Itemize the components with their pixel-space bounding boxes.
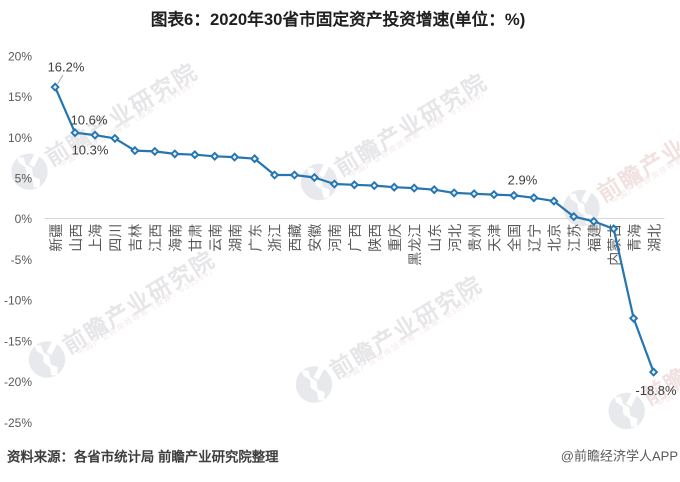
svg-text:10.6%: 10.6% — [71, 113, 108, 128]
svg-text:10%: 10% — [8, 131, 32, 145]
svg-text:-25%: -25% — [4, 416, 32, 430]
svg-text:山西: 山西 — [68, 224, 84, 252]
svg-text:四川: 四川 — [108, 224, 124, 252]
svg-text:-15%: -15% — [4, 334, 32, 348]
svg-text:黑龙江: 黑龙江 — [407, 224, 423, 266]
svg-text:湖南: 湖南 — [227, 224, 243, 252]
svg-text:上海: 上海 — [88, 224, 104, 252]
svg-text:江苏: 江苏 — [567, 224, 583, 252]
svg-text:海南: 海南 — [168, 224, 184, 252]
svg-text:安徽: 安徽 — [307, 224, 323, 252]
svg-text:青海: 青海 — [626, 224, 642, 252]
svg-text:西藏: 西藏 — [287, 224, 303, 252]
svg-text:吉林: 吉林 — [128, 224, 144, 252]
svg-text:浙江: 浙江 — [267, 224, 283, 252]
svg-text:天津: 天津 — [487, 224, 503, 252]
svg-text:江西: 江西 — [148, 224, 164, 252]
svg-text:16.2%: 16.2% — [48, 60, 85, 75]
svg-text:福建: 福建 — [587, 224, 603, 252]
svg-text:0%: 0% — [15, 212, 33, 226]
svg-text:-18.8%: -18.8% — [635, 383, 677, 398]
svg-text:20%: 20% — [8, 49, 32, 63]
svg-text:重庆: 重庆 — [387, 224, 403, 252]
svg-text:贵州: 贵州 — [467, 224, 483, 252]
svg-text:资料来源：各省市统计局 前瞻产业研究院整理: 资料来源：各省市统计局 前瞻产业研究院整理 — [7, 449, 279, 465]
svg-text:-10%: -10% — [4, 294, 32, 308]
svg-text:北京: 北京 — [547, 224, 563, 252]
svg-text:-20%: -20% — [4, 375, 32, 389]
svg-text:河北: 河北 — [447, 224, 463, 252]
svg-text:图表6：2020年30省市固定资产投资增速(单位：%): 图表6：2020年30省市固定资产投资增速(单位：%) — [151, 9, 526, 29]
svg-text:10.3%: 10.3% — [72, 142, 109, 157]
svg-text:内蒙古: 内蒙古 — [606, 224, 622, 266]
svg-text:辽宁: 辽宁 — [527, 224, 543, 252]
svg-text:全国: 全国 — [507, 224, 523, 252]
svg-text:2.9%: 2.9% — [508, 173, 538, 188]
svg-text:甘肃: 甘肃 — [187, 224, 203, 252]
svg-text:@前瞻经济学人APP: @前瞻经济学人APP — [561, 449, 678, 464]
svg-text:广西: 广西 — [347, 224, 363, 252]
svg-text:-5%: -5% — [11, 253, 33, 267]
svg-text:陕西: 陕西 — [367, 224, 383, 252]
svg-text:云南: 云南 — [207, 224, 223, 252]
svg-text:15%: 15% — [8, 90, 32, 104]
svg-text:湖北: 湖北 — [646, 224, 662, 252]
svg-text:广东: 广东 — [247, 224, 263, 252]
svg-text:山东: 山东 — [427, 224, 443, 252]
svg-text:5%: 5% — [15, 172, 33, 186]
svg-text:新疆: 新疆 — [48, 224, 64, 252]
svg-text:河南: 河南 — [327, 224, 343, 252]
